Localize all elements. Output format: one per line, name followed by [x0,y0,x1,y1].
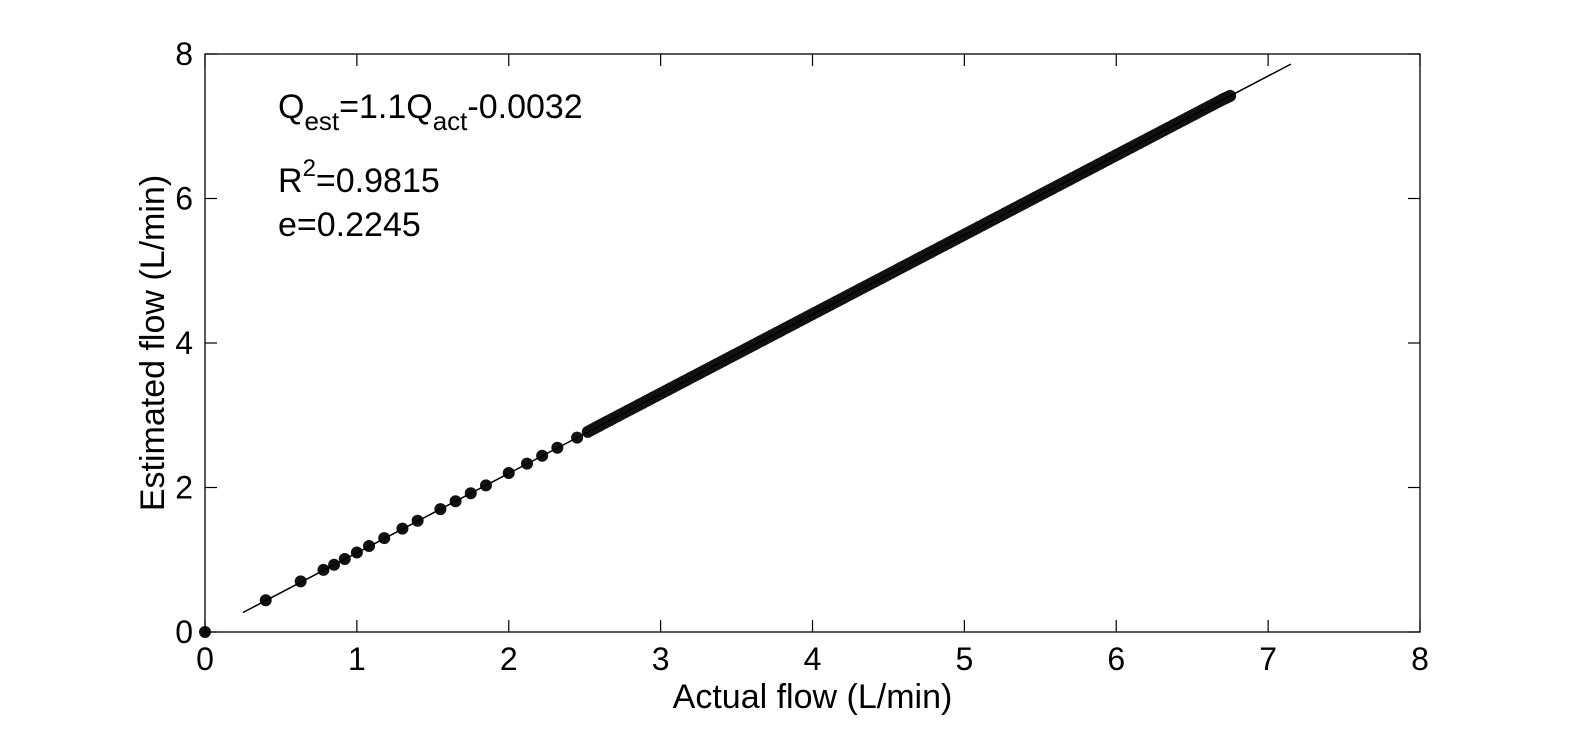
equation-text: Qest=1.1Qact-0.0032 [278,88,583,136]
error-text: e=0.2245 [278,206,421,244]
y-tick-label: 4 [175,325,193,361]
plot-background [205,54,1420,632]
x-tick-label: 3 [652,641,670,677]
fit-line [242,63,1292,614]
x-tick-label: 0 [196,641,214,677]
x-tick-label: 8 [1411,641,1429,677]
x-tick-label: 5 [955,641,973,677]
data-point [294,575,307,588]
y-tick-label: 6 [175,181,193,217]
y-axis-label: Estimated flow (L/min) [134,175,172,511]
regression-annotation: Qest=1.1Qact-0.0032 R2=0.9815 e=0.2245 [278,88,583,244]
x-axis-label: Actual flow (L/min) [673,678,953,716]
x-tick-label: 4 [804,641,822,677]
axes [204,53,1421,633]
x-tick-label: 6 [1107,641,1125,677]
y-tick-label: 0 [175,614,193,650]
x-tick-label: 2 [500,641,518,677]
y-tick-label: 2 [175,470,193,506]
y-tick-label: 8 [175,36,193,72]
fit-line-layer [242,63,1292,614]
x-tick-label: 7 [1259,641,1277,677]
x-tick-label: 1 [348,641,366,677]
r-squared-text: R2=0.9815 [278,155,440,200]
tick-labels: 0 1 2 3 4 5 6 7 8 0 2 4 6 8 [175,36,1429,677]
plot-area [205,54,1420,632]
